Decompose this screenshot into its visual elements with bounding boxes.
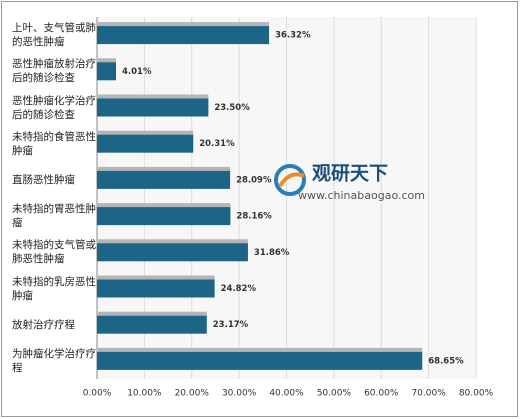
bar (97, 351, 423, 370)
bar (97, 134, 194, 153)
x-tick-label: 20.00% (175, 389, 210, 399)
value-label: 4.01% (122, 67, 152, 77)
x-tick-label: 80.00% (459, 389, 494, 399)
y-tick-label: 为肿瘤化学治疗疗程 (12, 347, 96, 374)
y-tick-label: 恶性肿瘤化学治疗后的随诊检查 (12, 94, 96, 121)
watermark-logo-accent (278, 172, 305, 188)
bar (97, 315, 207, 334)
bar (97, 279, 215, 298)
y-tick-label: 放射治疗疗程 (12, 318, 75, 331)
bar (97, 98, 209, 117)
x-tick-label: 0.00% (83, 389, 112, 399)
x-tick-label: 30.00% (222, 389, 257, 399)
x-tick-label: 50.00% (317, 389, 352, 399)
y-tick-label: 未特指的乳房恶性肿瘤 (12, 275, 96, 302)
value-label: 23.50% (214, 103, 250, 113)
y-tick-label: 未特指的食管恶性肿瘤 (12, 130, 96, 157)
bar (97, 62, 116, 81)
x-tick-label: 40.00% (269, 389, 304, 399)
y-tick-label: 未特指的胃恶性肿瘤 (12, 203, 96, 230)
watermark: 观研天下 www.chinabaogao.com (274, 163, 425, 202)
bar (97, 26, 270, 45)
x-tick-label: 70.00% (411, 389, 446, 399)
y-tick-label: 上叶、支气管或肺的恶性肿瘤 (12, 22, 96, 49)
bar (97, 170, 231, 189)
watermark-url: www.chinabaogao.com (298, 189, 425, 202)
x-tick-label: 60.00% (364, 389, 399, 399)
value-label: 20.31% (199, 139, 235, 149)
value-label: 31.86% (254, 248, 290, 258)
value-label: 28.16% (236, 212, 272, 222)
watermark-title: 观研天下 (312, 163, 388, 185)
y-tick-label: 直肠恶性肿瘤 (12, 173, 75, 186)
y-tick-label: 恶性肿瘤放射治疗后的随诊检查 (12, 58, 96, 85)
value-label: 68.65% (428, 356, 464, 366)
value-label: 36.32% (275, 31, 311, 41)
bar (97, 207, 231, 226)
value-label: 24.82% (221, 284, 257, 294)
value-label: 28.09% (236, 175, 272, 185)
bar (97, 243, 248, 262)
x-tick-label: 10.00% (127, 389, 162, 399)
y-tick-label: 未特指的支气管或肺恶性肿瘤 (12, 239, 96, 266)
watermark-logo (274, 164, 306, 196)
value-label: 23.17% (213, 320, 249, 330)
